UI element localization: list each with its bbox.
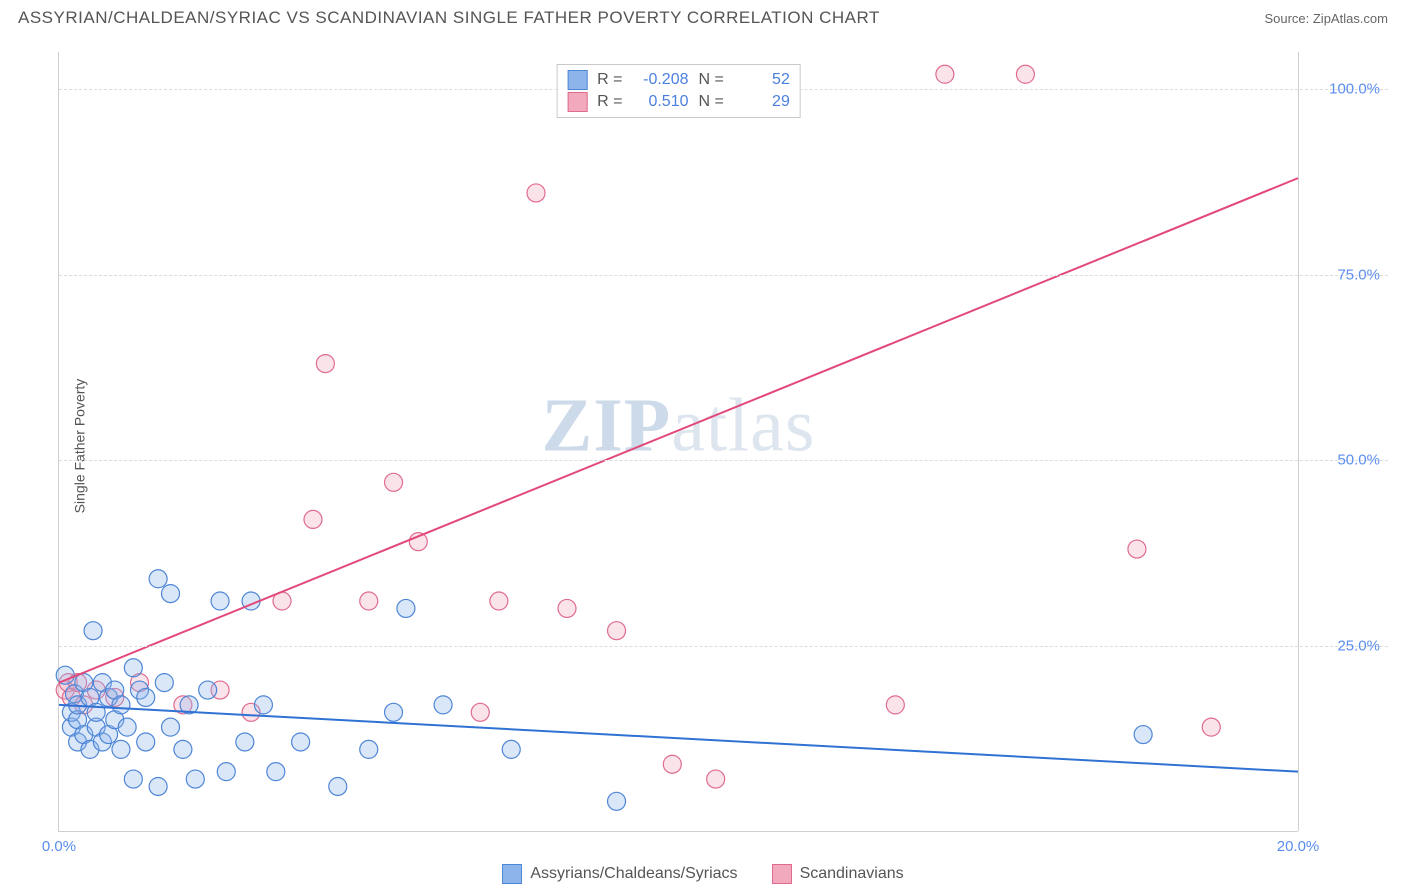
right-axis-rule [1298,52,1299,831]
data-point [56,666,74,684]
gridline [59,646,1388,647]
r-label-2: R = [597,93,622,111]
data-point [137,688,155,706]
footer-legend: Assyrians/Chaldeans/Syriacs Scandinavian… [0,864,1406,884]
data-point [217,763,235,781]
scatter-svg [59,52,1298,831]
x-tick-label: 20.0% [1277,838,1320,855]
data-point [1128,540,1146,558]
gridline [59,460,1388,461]
data-point [174,740,192,758]
data-point [292,733,310,751]
data-point [397,599,415,617]
chart-title: ASSYRIAN/CHALDEAN/SYRIAC VS SCANDINAVIAN… [18,8,880,28]
data-point [385,703,403,721]
y-tick-label: 75.0% [1337,266,1380,283]
data-point [608,622,626,640]
data-point [1134,726,1152,744]
n-value-2: 29 [734,93,790,111]
data-point [558,599,576,617]
data-point [304,510,322,528]
n-label-1: N = [699,71,724,89]
data-point [360,740,378,758]
data-point [112,740,130,758]
stats-row-series1: R = -0.208 N = 52 [567,69,790,91]
y-tick-label: 50.0% [1337,452,1380,469]
data-point [124,770,142,788]
gridline [59,275,1388,276]
source-link[interactable]: ZipAtlas.com [1313,11,1388,26]
data-point [155,674,173,692]
data-point [936,65,954,83]
data-point [490,592,508,610]
data-point [886,696,904,714]
data-point [199,681,217,699]
data-point [608,792,626,810]
data-point [137,733,155,751]
source-label: Source: [1264,11,1312,26]
data-point [118,718,136,736]
data-point [707,770,725,788]
data-point [316,355,334,373]
trend-line [59,178,1298,682]
data-point [502,740,520,758]
data-point [385,473,403,491]
data-point [471,703,489,721]
chart-container: Single Father Poverty ZIPatlas R = -0.20… [18,40,1388,852]
plot-area: ZIPatlas R = -0.208 N = 52 R = 0.510 N =… [58,52,1298,832]
data-point [124,659,142,677]
legend-item-series2: Scandinavians [772,864,904,884]
data-point [149,570,167,588]
n-label-2: N = [699,93,724,111]
r-value-1: -0.208 [633,71,689,89]
data-point [186,770,204,788]
legend-item-series1: Assyrians/Chaldeans/Syriacs [502,864,737,884]
data-point [434,696,452,714]
data-point [112,696,130,714]
data-point [162,585,180,603]
r-value-2: 0.510 [633,93,689,111]
legend-label-series1: Assyrians/Chaldeans/Syriacs [530,865,737,883]
stats-legend-box: R = -0.208 N = 52 R = 0.510 N = 29 [556,64,801,118]
data-point [254,696,272,714]
data-point [527,184,545,202]
data-point [663,755,681,773]
swatch-series1 [567,70,587,90]
data-point [236,733,254,751]
stats-row-series2: R = 0.510 N = 29 [567,91,790,113]
data-point [149,777,167,795]
data-point [162,718,180,736]
data-point [329,777,347,795]
data-point [84,622,102,640]
legend-label-series2: Scandinavians [800,865,904,883]
data-point [360,592,378,610]
r-label-1: R = [597,71,622,89]
legend-swatch-series1 [502,864,522,884]
header-bar: ASSYRIAN/CHALDEAN/SYRIAC VS SCANDINAVIAN… [0,0,1406,32]
n-value-1: 52 [734,71,790,89]
data-point [1202,718,1220,736]
data-point [1016,65,1034,83]
data-point [211,592,229,610]
y-tick-label: 25.0% [1337,637,1380,654]
x-tick-label: 0.0% [42,838,76,855]
y-tick-label: 100.0% [1329,81,1380,98]
data-point [267,763,285,781]
swatch-series2 [567,92,587,112]
source-attribution: Source: ZipAtlas.com [1264,11,1388,26]
legend-swatch-series2 [772,864,792,884]
